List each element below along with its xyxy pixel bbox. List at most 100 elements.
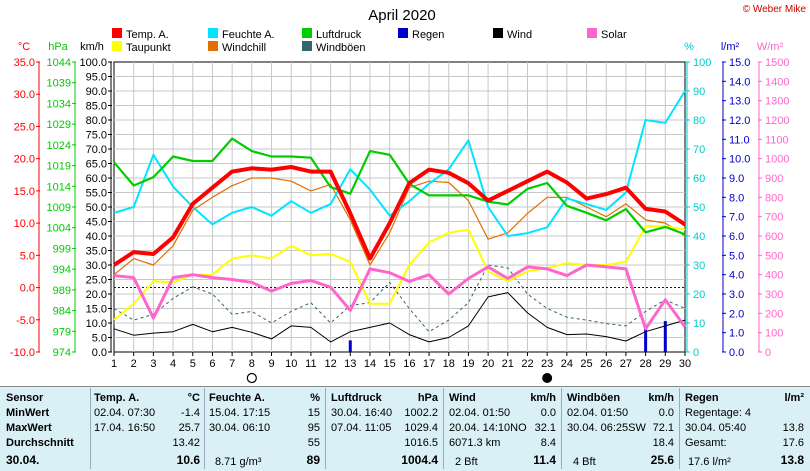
solar-tick-label: 0 (765, 347, 771, 359)
x-tick-label: 30 (679, 358, 691, 370)
rain-total-label: Gesamt: (685, 437, 727, 449)
chart-title: April 2020 (368, 7, 436, 24)
rain-tick-label: 4.0 (729, 270, 744, 282)
row-label-date: 30.04. (6, 453, 40, 467)
gust-max-time: 30.04. 06:25SW (567, 422, 646, 434)
legend-swatch (587, 28, 597, 38)
press-max-time: 07.04. 11:05 (331, 422, 392, 434)
legend-label: Luftdruck (316, 29, 362, 41)
solar-tick-label: 1500 (765, 57, 789, 69)
x-tick-label: 20 (482, 358, 494, 370)
wind-min-value: 0.0 (540, 407, 556, 419)
press-tick-label: 1019 (47, 161, 71, 173)
rain-total-value: 17.6 (782, 437, 804, 449)
hum-max-time: 30.04. 06:10 (209, 422, 271, 434)
temp-avg-value: 13.42 (172, 437, 200, 449)
hum-absolute: 8.71 g/m³ (215, 456, 262, 468)
axes: 1 2 3 4 5 6 7 8 9 10 11 12 13 14 15 16 17 18 19 20 21 22 23 24 2… (10, 41, 789, 384)
solar-tick-label: 600 (765, 231, 783, 243)
wind-beaufort: 2 Bft (455, 456, 478, 468)
wind-tick-label: 45.0 (86, 217, 107, 229)
copyright: © Weber Mike (743, 4, 807, 15)
wind-tick-label: 90.0 (86, 86, 107, 98)
wind-tick-label: 30.0 (86, 260, 107, 272)
wind-tick-label: 20.0 (86, 289, 107, 301)
x-tick-label: 21 (502, 358, 514, 370)
wind-tick-label: 100.0 (79, 57, 107, 69)
press-min-value: 1002.2 (404, 407, 438, 419)
solar-tick-label: 100 (765, 328, 783, 340)
hum-tick-label: 90 (693, 86, 705, 98)
legend-swatch (302, 28, 312, 38)
press-current: 1004.4 (401, 453, 438, 467)
temp-header: Temp. A. (94, 392, 140, 404)
rain-unit: l/m² (721, 41, 740, 53)
wind-min-time: 02.04. 01:50 (449, 407, 511, 419)
wind-max-value: 32.1 (534, 422, 556, 434)
temp-min-value: -1.4 (181, 407, 200, 419)
hum-header: Feuchte A. (209, 392, 265, 404)
wind-tick-label: 40.0 (86, 231, 107, 243)
gust-current: 25.6 (650, 453, 674, 467)
wind-current: 11.4 (533, 453, 556, 467)
temp-tick-label: -10.0 (10, 347, 35, 359)
x-tick-label: 26 (600, 358, 612, 370)
press-tick-label: 979 (53, 326, 71, 338)
hum-max-value: 95 (307, 422, 320, 434)
wind-tick-label: 65.0 (86, 159, 107, 171)
legend-swatch (398, 28, 408, 38)
series-line-wind (113, 292, 686, 343)
series-line-windb-en (113, 264, 686, 333)
x-tick-label: 29 (659, 358, 671, 370)
x-tick-label: 13 (344, 358, 356, 370)
press-avg-value: 1016.5 (404, 437, 438, 449)
rain-tick-label: 7.0 (729, 212, 744, 224)
press-tick-label: 1039 (47, 78, 71, 90)
x-tick-label: 17 (423, 358, 435, 370)
hum-unit: % (684, 41, 694, 53)
x-tick-label: 11 (305, 358, 316, 370)
wind-tick-label: 35.0 (86, 246, 107, 258)
x-tick-label: 5 (190, 358, 196, 370)
hum-current: 89 (306, 453, 320, 467)
press-header: Luftdruck (331, 392, 382, 404)
gust-header: Windböen (567, 392, 621, 404)
solar-tick-label: 500 (765, 250, 783, 262)
solar-unit: W/m² (757, 41, 784, 53)
solar-tick-label: 1200 (765, 115, 789, 127)
legend-label: Taupunkt (126, 42, 171, 54)
series-line-windchill (113, 177, 686, 276)
temp-unit: °C (187, 392, 200, 404)
x-tick-label: 12 (324, 358, 336, 370)
hum-tick-label: 10 (693, 318, 705, 330)
legend-label: Feuchte A. (222, 29, 275, 41)
weather-chart: April 2020 © Weber Mike Temp. A. Feuchte … (10, 4, 807, 384)
legend: Temp. A. Feuchte A. Luftdruck Regen Wind Sola… (112, 28, 627, 54)
wind-tick-label: 5.0 (92, 333, 107, 345)
temp-unit: °C (18, 41, 30, 53)
row-label-min: MinWert (6, 407, 50, 419)
rain-tick-label: 11.0 (729, 134, 750, 146)
solar-tick-label: 1400 (765, 76, 789, 88)
press-unit: hPa (48, 41, 68, 53)
legend-swatch (208, 41, 218, 51)
x-tick-label: 27 (620, 358, 632, 370)
hum-tick-label: 80 (693, 115, 705, 127)
press-tick-label: 1029 (47, 119, 71, 131)
x-tick-label: 10 (285, 358, 297, 370)
press-unit: hPa (417, 392, 438, 404)
legend-label: Regen (412, 29, 444, 41)
hum-tick-label: 40 (693, 231, 705, 243)
legend-swatch (112, 28, 122, 38)
press-tick-label: 1034 (47, 98, 71, 110)
rain-days: Regentage: 4 (685, 407, 752, 419)
temp-tick-label: 10.0 (14, 218, 35, 230)
hum-unit: % (310, 392, 320, 404)
wind-tick-label: 60.0 (86, 173, 107, 185)
solar-tick-label: 200 (765, 308, 783, 320)
gust-max-value: 72.1 (652, 422, 674, 434)
solar-tick-label: 1000 (765, 154, 789, 166)
series-line-solar (113, 263, 687, 331)
hum-tick-label: 50 (693, 202, 705, 214)
